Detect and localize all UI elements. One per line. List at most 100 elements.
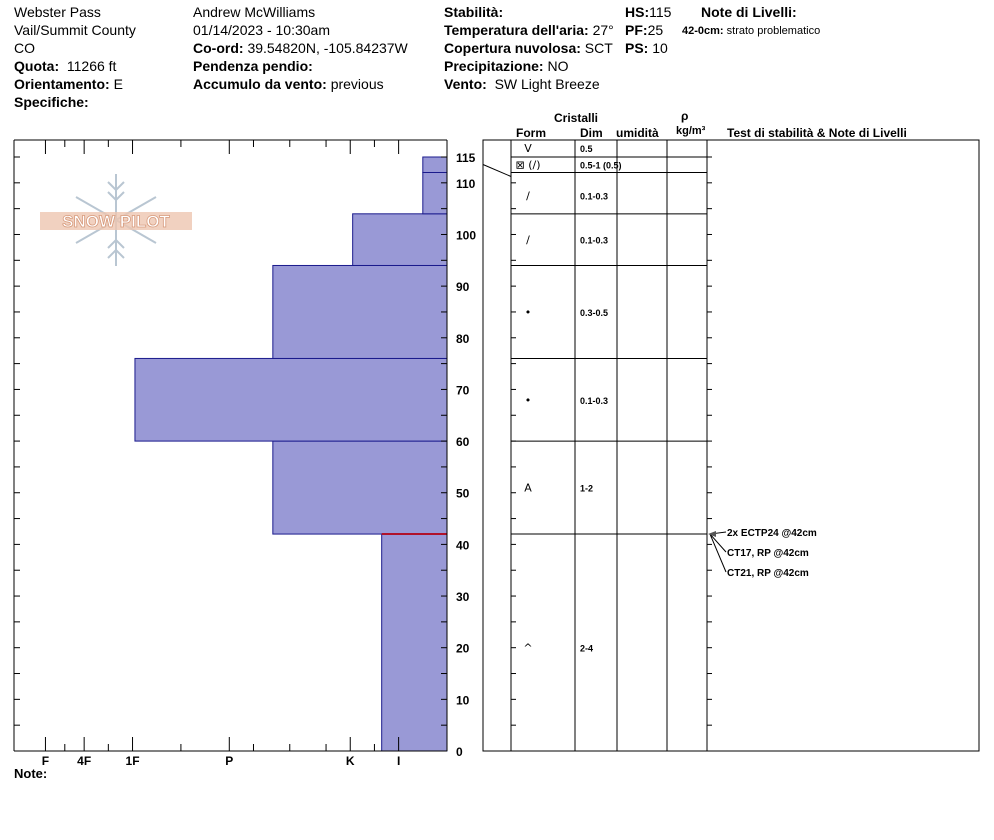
snowflake-icon: SNOW PILOT [40,174,192,266]
grain-size-0: 2-4 [580,644,593,654]
air-temp-label: Temperatura dell'aria: [444,22,589,38]
observer-name: Andrew McWilliams [193,4,316,20]
elevation-row: Quota: 11266 ft [14,58,116,75]
depth-tick-label-30: 30 [456,590,470,604]
stability-test-0: 2x ECTP24 @42cm [727,528,817,539]
region-name: Vail/Summit County [14,22,136,38]
depth-tick-label-100: 100 [456,228,476,242]
grain-size-3: 0.3-0.5 [580,308,608,318]
ps-row: PS: 10 [625,40,668,57]
layer-note-text: strato problematico [726,25,821,37]
hs-label: HS: [625,4,650,20]
test-connector-1 [709,533,727,553]
layer-table-frame [482,139,980,752]
depth-tick-label-110: 110 [456,177,476,191]
crystals-header: Cristalli [554,111,599,125]
grain-form-1: A [524,482,532,495]
state-name: CO [14,40,35,56]
cloud-row: Copertura nuvolosa: SCT [444,40,613,57]
logo-text: SNOW PILOT [62,212,170,231]
hs-row: HS:115 [625,4,671,21]
depth-tick-label-70: 70 [456,383,470,397]
precip-row: Precipitazione: NO [444,58,568,75]
layer-note-row: 42-0cm: strato problematico [682,23,820,40]
grain-form-7: V [524,142,532,155]
wind-loading-row: Accumulo da vento: previous [193,76,384,93]
hardness-bar-6 [422,156,448,173]
grain-form-2: • [525,394,532,407]
coord-row: Co-ord: 39.54820N, -105.84237W [193,40,408,57]
stability-test-1: CT17, RP @42cm [727,548,809,559]
stability-label: Stabilità: [444,4,504,20]
hardness-tick-label-1F: 1F [126,754,140,768]
ps-value: 10 [652,40,668,56]
hardness-tick-label-F: F [42,754,49,768]
grain-form-3: • [525,306,532,319]
depth-tick-label-20: 20 [456,642,470,656]
grain-size-6: 0.5-1 (0.5) [580,161,622,171]
snowpilot-logo: SNOW PILOT [38,170,198,270]
grain-form-0: ^ [523,642,532,655]
specifics-label: Specifiche: [14,94,89,110]
hardness-tick-label-4F: 4F [77,754,91,768]
density-unit-header: kg/m³ [676,125,706,137]
slope-label: Pendenza pendio: [193,58,313,74]
cloud-label: Copertura nuvolosa: [444,40,581,56]
depth-tick-label-0: 0 [456,745,463,759]
ps-label: PS: [625,40,649,56]
hardness-bar-2 [134,357,448,442]
coord-label: Co-ord: [193,40,244,56]
test-connector-2 [709,533,727,573]
hs-value: 115 [649,4,672,20]
wind-loading-value: previous [330,76,384,92]
precip-value: NO [547,58,569,74]
wind-label: Vento: [444,76,487,92]
aspect-label: Orientamento: [14,76,110,92]
air-temp-value: 27° [592,22,614,38]
wind-loading-label: Accumulo da vento: [193,76,327,92]
grain-size-4: 0.1-0.3 [580,236,608,246]
grain-form-4: / [526,234,530,247]
test-arrow-icon [708,531,716,538]
location-name: Webster Pass [14,4,101,20]
layer-notes-label: Note di Livelli: [701,4,797,20]
layer-connector-line [482,164,512,177]
depth-tick-label-50: 50 [456,487,470,501]
humidity-header: umidità [616,126,659,140]
grain-size-1: 1-2 [580,484,593,494]
stability-tests-header: Test di stabilità & Note di Livelli [727,126,907,140]
depth-tick-label-60: 60 [456,435,470,449]
depth-tick-label-90: 90 [456,280,470,294]
dim-header: Dim [580,126,603,140]
hardness-bar-4 [352,213,448,266]
depth-tick-label-10: 10 [456,693,470,707]
elevation-value: 11266 ft [66,58,117,74]
pf-value: 25 [647,22,664,38]
hardness-bar-3 [272,264,448,359]
wind-row: Vento: SW Light Breeze [444,76,600,93]
precip-label: Precipitazione: [444,58,544,74]
hardness-tick-label-K: K [346,754,355,768]
grain-size-5: 0.1-0.3 [580,192,608,202]
stability-test-2: CT21, RP @42cm [727,568,809,579]
depth-tick-label-80: 80 [456,332,470,346]
air-temp-row: Temperatura dell'aria: 27° [444,22,614,39]
elevation-label: Quota: [14,58,60,74]
grain-size-7: 0.5 [580,144,593,154]
grain-form-6: ⊠ (/) [515,159,540,172]
rho-header: ρ [681,109,689,123]
hardness-bar-1 [272,440,448,535]
layer-note-depth: 42-0cm: [682,25,724,37]
coord-value: 39.54820N, -105.84237W [247,40,408,56]
form-header: Form [516,126,546,140]
observation-datetime: 01/14/2023 - 10:30am [193,22,330,38]
wind-value: SW Light Breeze [494,76,600,92]
aspect-value: E [113,76,123,92]
hardness-bar-5 [422,171,448,215]
aspect-row: Orientamento: E [14,76,123,93]
hardness-tick-label-P: P [225,754,233,768]
note-label: Note: [14,766,48,781]
pf-row: PF:25 [625,22,663,39]
depth-tick-label-115: 115 [456,151,476,165]
